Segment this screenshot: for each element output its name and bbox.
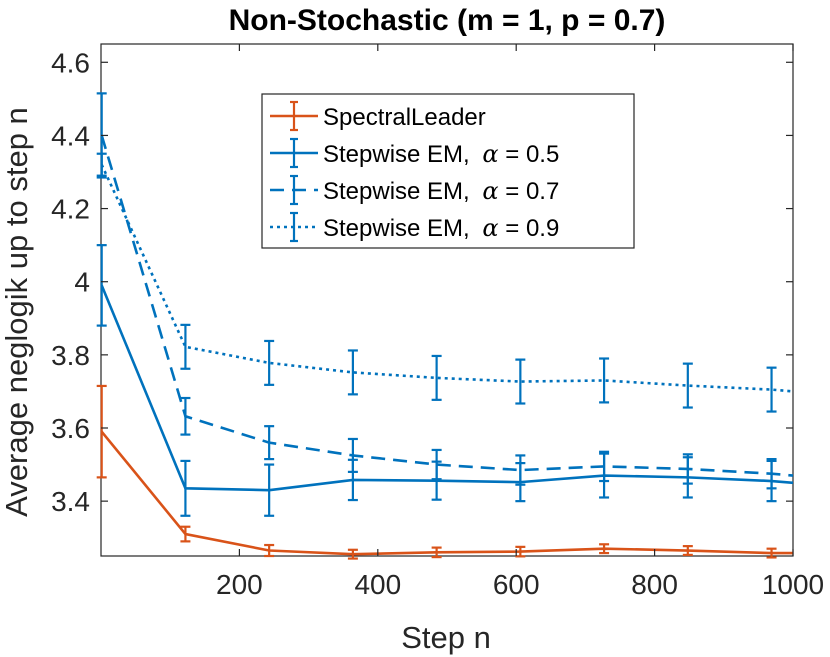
legend-label-suffix: = 0.5	[499, 141, 560, 168]
error-bar	[347, 437, 358, 473]
legend-label: SpectralLeader	[323, 104, 486, 131]
x-tick-label: 800	[631, 569, 678, 600]
legend-item: Stepwise EM, α = 0.7	[270, 174, 559, 206]
legend-error-bar	[290, 137, 298, 169]
x-tick-label: 400	[354, 569, 401, 600]
legend-error-bar	[290, 174, 298, 206]
error-bar	[766, 366, 777, 413]
error-bar	[96, 384, 107, 479]
y-tick-label: 3.6	[51, 413, 90, 444]
error-bar	[180, 459, 191, 517]
error-bar	[515, 454, 526, 486]
error-bar	[766, 547, 777, 559]
error-bar	[599, 450, 610, 483]
y-tick-label: 4.4	[51, 120, 90, 151]
x-axis-label: Step n	[401, 620, 491, 655]
chart-title: Non-Stochastic (m = 1, p = 0.7)	[229, 4, 666, 37]
series-0	[96, 384, 793, 560]
error-bar	[431, 546, 442, 559]
y-axis: 3.4 3.6 3.8 4 4.2 4.4 4.6	[51, 47, 793, 517]
legend-item: Stepwise EM, α = 0.5	[270, 137, 559, 169]
x-tick-label: 200	[216, 569, 263, 600]
y-tick-label: 3.8	[51, 340, 90, 371]
error-bar	[264, 543, 275, 558]
y-axis-label: Average neglogik up to step n	[0, 107, 34, 517]
y-tick-label: 4.2	[51, 194, 90, 225]
error-bar	[515, 545, 526, 558]
series-line	[100, 430, 793, 556]
y-tick-label: 4.6	[51, 47, 90, 78]
legend-label-prefix: Stepwise EM,	[323, 178, 476, 205]
legend-label-suffix: = 0.7	[499, 178, 560, 205]
error-bar	[599, 357, 610, 404]
x-axis: 200 400 600 800 1000	[216, 44, 824, 600]
error-bar	[515, 358, 526, 405]
legend-label-prefix: Stepwise EM,	[323, 141, 476, 168]
error-bar	[180, 323, 191, 370]
series-2	[96, 92, 794, 490]
error-bar	[682, 362, 693, 409]
error-bar	[347, 548, 358, 560]
legend-error-bar	[290, 211, 298, 243]
error-bar	[431, 354, 442, 401]
legend-label-prefix: Stepwise EM,	[323, 215, 476, 242]
y-tick-label: 3.4	[51, 486, 90, 517]
legend-label: Stepwise EM, α = 0.9	[323, 214, 559, 242]
error-bar	[682, 453, 693, 485]
legend-item: Stepwise EM, α = 0.9	[270, 211, 559, 243]
plot-area	[96, 43, 794, 560]
error-bar	[96, 244, 107, 327]
y-tick-label: 4	[74, 267, 90, 298]
error-bar	[347, 349, 358, 396]
error-bar	[264, 339, 275, 386]
legend-label-suffix: = 0.9	[499, 215, 560, 242]
x-tick-label: 600	[493, 569, 540, 600]
error-bar	[766, 457, 777, 490]
legend-label-alpha: α	[482, 140, 498, 168]
legend-label: Stepwise EM, α = 0.7	[323, 177, 559, 205]
error-bar	[264, 463, 275, 517]
series-line	[100, 284, 794, 492]
legend-error-bar	[290, 100, 298, 132]
error-bar	[180, 396, 191, 436]
legend-item: SpectralLeader	[270, 100, 486, 132]
error-bar	[682, 545, 693, 557]
series-line	[100, 135, 794, 477]
error-bar	[431, 448, 442, 481]
error-bar	[180, 525, 191, 543]
series-1	[96, 244, 794, 517]
x-tick-label: 1000	[762, 569, 824, 600]
error-bar	[264, 425, 275, 461]
legend-label-alpha: α	[482, 177, 498, 205]
error-bar	[599, 543, 610, 555]
series-3	[96, 152, 794, 413]
legend-box	[261, 93, 635, 249]
error-bar	[96, 152, 107, 177]
legend-label-alpha: α	[482, 214, 498, 242]
legend-label: Stepwise EM, α = 0.5	[323, 140, 559, 168]
